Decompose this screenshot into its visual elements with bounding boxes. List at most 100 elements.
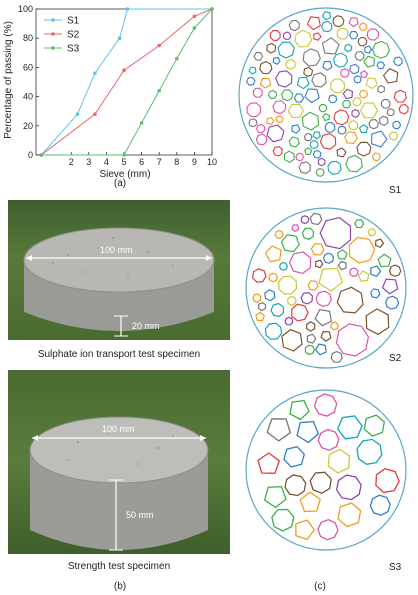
aggregate-particle (322, 61, 333, 71)
aggregate-particle (324, 122, 336, 133)
aggregate-particle (364, 45, 373, 54)
aggregate-particle (272, 146, 283, 157)
y-tick-label: 100 (18, 4, 33, 14)
legend-label: S2 (67, 30, 80, 41)
aggregate-particle (256, 123, 266, 134)
aggregate-particle (357, 270, 370, 282)
aggregate-particle (370, 288, 381, 299)
aggregate-particle (333, 52, 348, 68)
aggregate-particle (252, 87, 263, 98)
panel-label-a: (a) (113, 178, 127, 189)
data-point-s1 (117, 36, 122, 40)
data-point-s3 (139, 121, 144, 125)
aggregate-particle (306, 333, 317, 344)
legend-marker (51, 46, 55, 50)
aggregate-particle (312, 150, 322, 159)
aggregate-particle (313, 393, 338, 417)
aggregate-particle (340, 68, 350, 78)
y-tick-label: 40 (23, 92, 33, 102)
particle-distribution-diagram (238, 7, 414, 551)
aggregate-particle (245, 76, 256, 86)
aggregate-particle (309, 212, 323, 226)
aggregate-particle (269, 30, 281, 41)
aggregate-particle (268, 89, 278, 99)
x-tick-label: 3 (86, 157, 91, 167)
aggregate-particle (354, 219, 365, 229)
aggregate-particle (341, 99, 352, 109)
aggregate-particle (365, 308, 390, 335)
aggregate-particle (333, 109, 350, 126)
x-tick-label: 8 (174, 157, 179, 167)
aggregate-particle (348, 17, 359, 28)
aggregate-particle (246, 102, 262, 118)
aggregate-particle (344, 131, 358, 144)
aggregate-particle (301, 227, 315, 240)
aggregate-particle (330, 321, 339, 331)
data-point-s2 (93, 112, 97, 116)
aggregate-particle (371, 130, 388, 148)
aggregate-particle (299, 491, 321, 513)
aggregate-particle (385, 295, 400, 310)
aggregate-particle (274, 229, 284, 240)
aggregate-particle (315, 168, 325, 177)
data-point-s2 (157, 43, 161, 48)
aggregate-particle (317, 518, 339, 541)
particles-s2 (252, 212, 402, 363)
aggregate-particle (294, 29, 313, 48)
aggregate-particle (354, 51, 365, 62)
aggregate-particle (319, 132, 337, 150)
aggregate-particle (291, 224, 300, 233)
aggregate-particle (351, 108, 360, 118)
aggregate-particle (393, 89, 407, 103)
aggregate-particle (388, 131, 399, 141)
aggregate-particle (248, 118, 258, 128)
aggregate-particle (298, 161, 311, 174)
aggregate-particle (312, 131, 321, 140)
aggregate-particle (320, 330, 332, 342)
y-axis-label: Percentage of passing (%) (3, 21, 14, 139)
aggregate-particle (356, 438, 383, 465)
aggregate-particle (321, 11, 331, 21)
legend-marker (51, 32, 55, 36)
aggregate-particle (392, 120, 401, 130)
aggregate-particle (374, 238, 385, 249)
aggregate-particle (313, 32, 322, 41)
y-tick-label: 20 (23, 121, 33, 131)
circle-label-s1: S1 (389, 185, 402, 196)
aggregate-particle (304, 147, 313, 156)
aggregate-particle (287, 103, 304, 119)
aggregate-particle (363, 414, 386, 437)
aggregate-particle (252, 268, 267, 283)
aggregate-particle (306, 321, 316, 332)
aggregate-particle (328, 94, 338, 104)
x-tick-label: 7 (157, 157, 162, 167)
chart-series (39, 7, 214, 157)
aggregate-particle (349, 267, 359, 277)
aggregate-particle (291, 303, 309, 322)
aggregate-particle (356, 141, 372, 157)
data-point-s3 (122, 153, 126, 157)
aggregate-particle (281, 89, 294, 102)
data-point-s1 (93, 71, 97, 76)
aggregate-particle (347, 120, 359, 131)
aggregate-particle (357, 36, 368, 47)
circle-s1 (238, 7, 414, 183)
aggregate-particle (259, 60, 273, 75)
x-tick-label: 9 (192, 157, 197, 167)
aggregate-particle (306, 16, 321, 31)
data-point-s3 (210, 7, 214, 11)
aggregate-particle (303, 66, 314, 78)
aggregate-particle (314, 343, 327, 356)
aggregate-particle (252, 293, 262, 303)
aggregate-particle (264, 245, 282, 263)
circle-label-s2: S2 (389, 353, 402, 364)
panel-label-c: (c) (314, 581, 326, 592)
aggregate-particle (336, 147, 347, 158)
aggregate-particle (342, 88, 354, 100)
aggregate-particle (372, 40, 390, 59)
aggregate-particle (295, 519, 316, 541)
aggregate-particle (289, 399, 310, 421)
x-tick-label: 6 (139, 157, 144, 167)
aggregate-particle (280, 234, 300, 253)
aggregate-particle (253, 52, 264, 61)
